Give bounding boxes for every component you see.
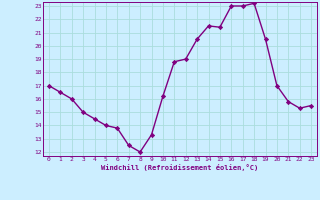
X-axis label: Windchill (Refroidissement éolien,°C): Windchill (Refroidissement éolien,°C): [101, 164, 259, 171]
